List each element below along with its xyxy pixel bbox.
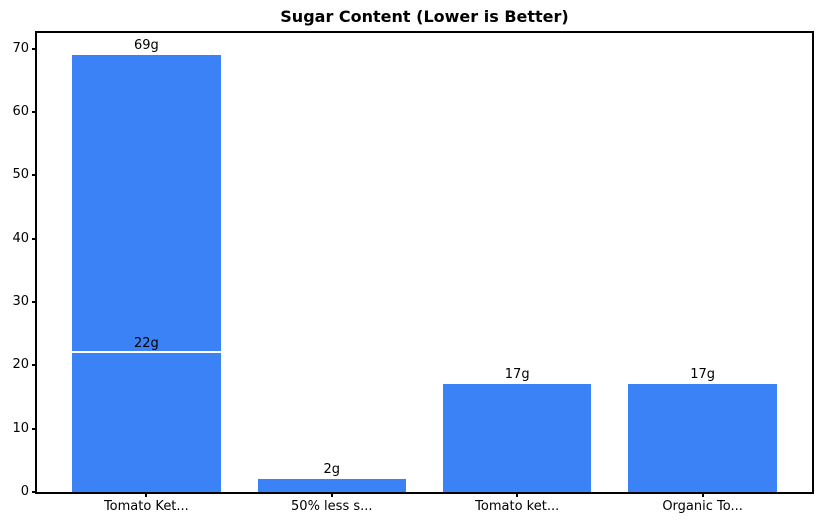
bar-value-label: 17g — [504, 367, 530, 383]
y-axis-tick-label: 60 — [12, 103, 29, 119]
chart-title: Sugar Content (Lower is Better) — [280, 7, 569, 26]
y-axis-tick-label: 20 — [12, 357, 29, 373]
y-axis-tick-label: 0 — [20, 484, 29, 499]
y-tick-mark — [32, 491, 37, 493]
bar-value-label: 22g — [133, 335, 159, 351]
y-tick-mark — [32, 174, 37, 177]
x-axis-tick-label: Tomato Ket... — [103, 499, 189, 514]
x-tick-mark — [701, 492, 704, 497]
y-axis-tick-label: 40 — [12, 230, 29, 246]
bar — [628, 384, 777, 492]
y-axis-tick-label: 70 — [12, 40, 29, 56]
x-axis-tick-label: 50% less s... — [291, 499, 373, 514]
bar-value-label: 69g — [133, 37, 159, 53]
plot-inner: 69g 22g 2g 17g 17g — [37, 33, 812, 492]
x-tick-mark — [330, 492, 333, 497]
plot-area: 69g 22g 2g 17g 17g — [35, 31, 814, 494]
y-axis-tick-label: 30 — [12, 293, 29, 309]
bar — [443, 384, 592, 492]
y-tick-mark — [32, 110, 37, 113]
bar-value-label: 17g — [690, 367, 715, 383]
x-axis-tick-label: Organic To... — [662, 499, 743, 514]
y-tick-mark — [32, 427, 37, 430]
y-tick-mark — [32, 300, 37, 303]
y-axis-tick-label: 10 — [12, 420, 29, 436]
y-tick-mark — [32, 364, 37, 367]
x-tick-mark — [516, 492, 519, 497]
bar — [257, 479, 406, 492]
x-axis-tick-label: Tomato ket... — [475, 499, 560, 514]
y-axis-tick-label: 50 — [12, 167, 29, 183]
x-tick-mark — [145, 492, 148, 497]
y-tick-mark — [32, 47, 37, 50]
y-tick-mark — [32, 237, 37, 240]
bar-value-label: 2g — [323, 462, 341, 478]
bar-overlay — [72, 350, 221, 492]
